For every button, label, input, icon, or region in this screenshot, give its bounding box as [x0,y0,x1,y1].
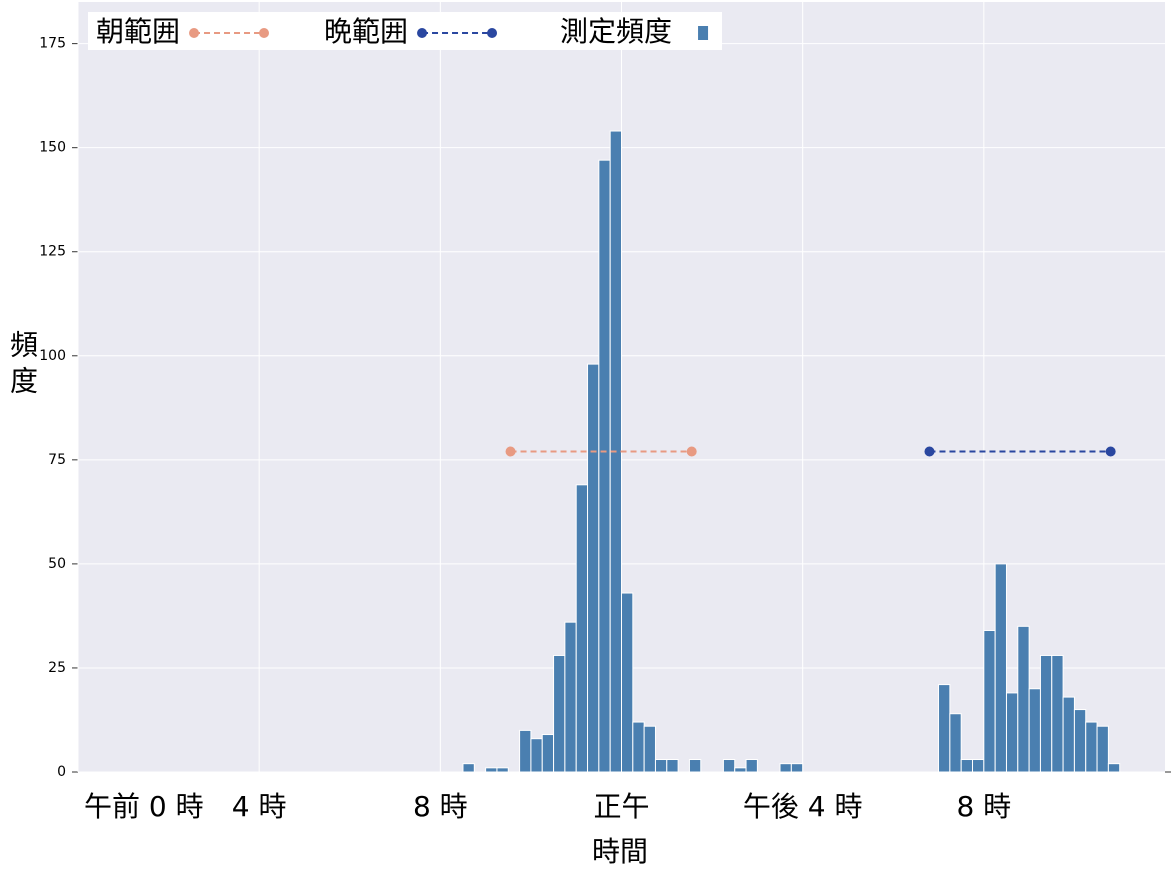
y-tick-label: 50 [48,556,66,572]
bar [1005,692,1019,773]
bar [485,767,498,773]
bar [530,738,543,773]
legend-label: 朝範囲 [96,15,180,48]
y-tick-label: 25 [48,660,66,676]
grid: 0 25 50 75 100 125 150 175 午前 0 時 4 時 8 時 正午 午後 4 時 8… [39,2,1171,823]
range-point [505,446,516,457]
legend-point [487,28,498,38]
y-tick-label: 175 [39,36,66,52]
bar [938,684,951,773]
x-tick-label: 8 時 [413,790,468,823]
bar [734,767,747,773]
y-tick-label: 75 [48,452,66,468]
x-tick-label: 午後 4 時 [743,790,863,823]
x-tick-label: 正午 [593,790,649,823]
bar [564,621,577,773]
bar [960,759,974,773]
x-axis-label: 時間 [592,835,648,868]
x-tick-label: 4 時 [232,790,287,823]
bar [496,767,509,773]
bar [994,563,1007,773]
bar [666,759,679,773]
legend-swatch [698,26,709,40]
y-tick-label: 0 [57,764,66,780]
range-point [924,446,935,457]
bar [519,729,532,773]
legend: 朝範囲 晩範囲 測定頻度 [88,12,722,50]
bar [621,592,634,773]
legend-label: 晩範囲 [324,15,408,48]
bar [983,629,996,773]
y-tick-label: 125 [39,244,66,260]
bar [790,763,804,773]
bar [1051,654,1064,773]
legend-label: 測定頻度 [560,15,672,48]
bar [553,654,566,773]
bar [654,759,668,773]
y-tick-label: 100 [39,348,66,364]
x-tick-label: 午前 0 時 [84,790,204,823]
bar [598,159,611,773]
bar [587,363,600,773]
bar [745,759,758,773]
bar [1028,688,1041,773]
y-tick-label: 150 [39,140,66,156]
bar [1107,763,1121,773]
bar [1062,696,1075,773]
bar [462,763,475,773]
bar [643,725,656,773]
y-axis-label: 頻度 [6,330,39,402]
range-point [686,446,697,457]
bar [1039,654,1053,773]
bar [949,713,962,773]
range-point [1105,446,1116,457]
bar [541,734,555,773]
legend-point [259,28,270,38]
legend-point [189,28,200,38]
bar [722,759,736,773]
bar [1017,625,1030,773]
x-tick-label: 8 時 [956,790,1011,823]
bar [779,763,792,773]
bar [1096,725,1109,773]
bar [575,484,589,773]
marks [462,130,1121,773]
bar [632,721,645,773]
bar [1085,721,1098,773]
legend-point [417,28,428,38]
bar [688,759,702,773]
bar [972,759,985,773]
bar [1073,709,1087,773]
